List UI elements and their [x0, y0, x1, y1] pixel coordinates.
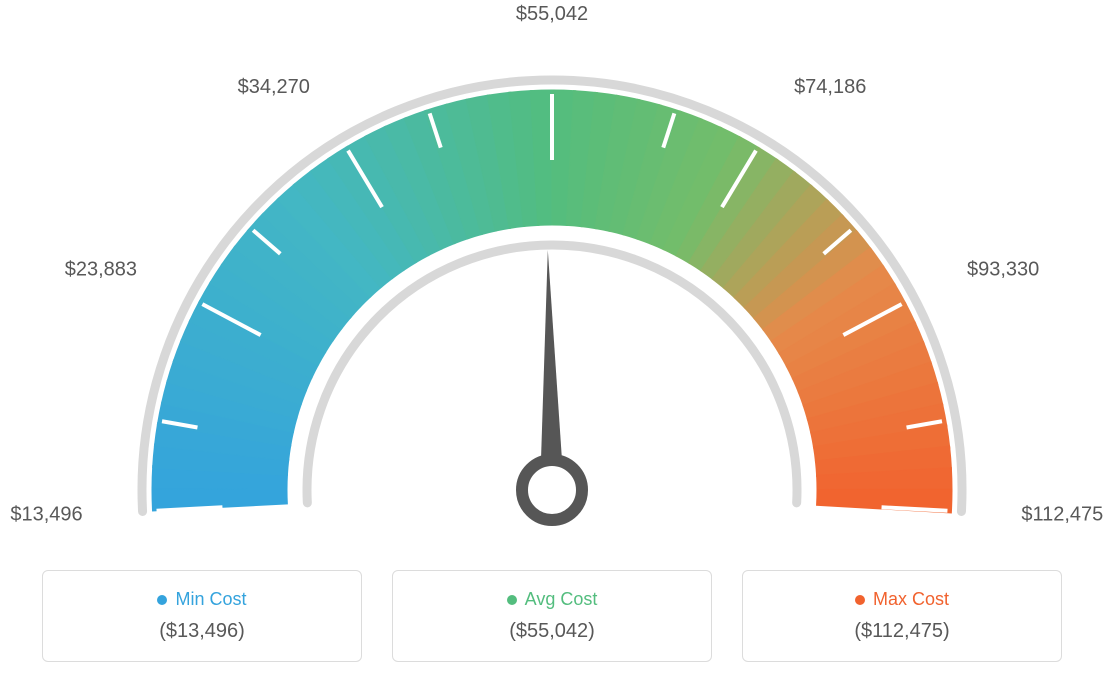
- legend-avg-cost: Avg Cost ($55,042): [392, 570, 712, 662]
- legend-min-value: ($13,496): [63, 620, 341, 643]
- legend-max-cost: Max Cost ($112,475): [742, 570, 1062, 662]
- legend-max-value: ($112,475): [763, 620, 1041, 643]
- legend-avg-label: Avg Cost: [525, 589, 598, 610]
- legend-avg-title: Avg Cost: [413, 589, 691, 610]
- svg-text:$112,475: $112,475: [1021, 504, 1103, 526]
- legend-min-title: Min Cost: [63, 589, 341, 610]
- svg-text:$74,186: $74,186: [794, 76, 866, 98]
- legend-min-label: Min Cost: [175, 589, 246, 610]
- svg-text:$13,496: $13,496: [10, 504, 82, 526]
- legend-max-title: Max Cost: [763, 589, 1041, 610]
- svg-text:$23,883: $23,883: [65, 258, 137, 280]
- svg-text:$55,042: $55,042: [516, 3, 588, 25]
- gauge-svg: $13,496 $23,883 $34,270 $55,042 $74,186 $93,3…: [0, 0, 1104, 560]
- svg-text:$93,330: $93,330: [967, 258, 1039, 280]
- legend-row: Min Cost ($13,496) Avg Cost ($55,042) Ma…: [0, 570, 1104, 662]
- legend-max-label: Max Cost: [873, 589, 949, 610]
- legend-avg-value: ($55,042): [413, 620, 691, 643]
- svg-text:$34,270: $34,270: [238, 76, 310, 98]
- legend-min-cost: Min Cost ($13,496): [42, 570, 362, 662]
- cost-gauge-chart: $13,496 $23,883 $34,270 $55,042 $74,186 $93,3…: [0, 0, 1104, 560]
